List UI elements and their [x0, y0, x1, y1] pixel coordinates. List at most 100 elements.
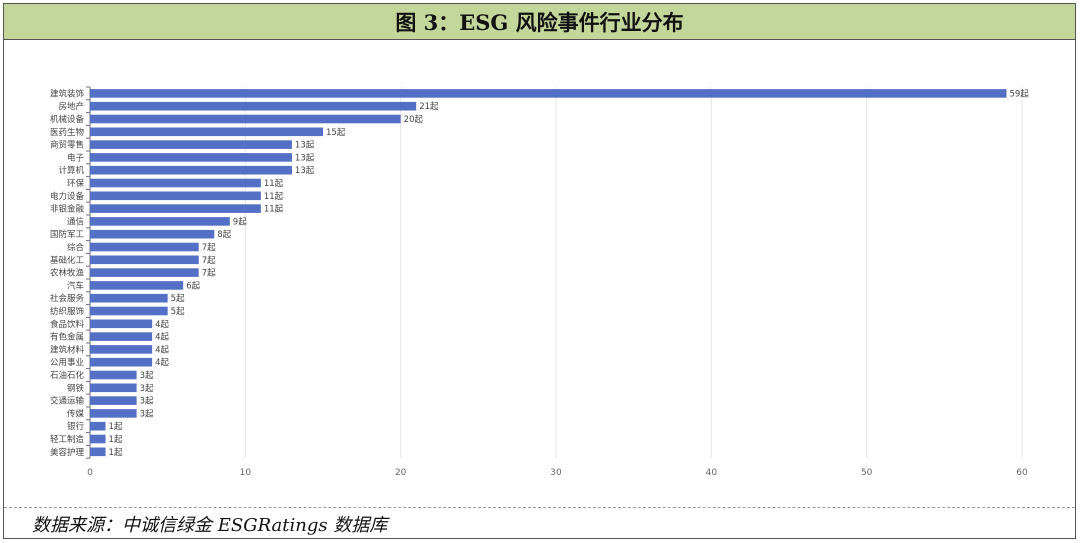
bar: [90, 153, 292, 162]
data-label: 15起: [326, 128, 346, 138]
figure-title-bar: 图 3：ESG 风险事件行业分布: [4, 4, 1075, 40]
figure-frame: 图 3：ESG 风险事件行业分布 0 10 20 30 40 50 60 建筑装饰 59起房地产…: [3, 3, 1076, 539]
data-label: 4起: [155, 358, 169, 368]
category-label: 电子: [67, 152, 85, 163]
data-label: 3起: [140, 384, 154, 394]
data-label: 4起: [155, 320, 169, 330]
data-label: 1起: [109, 435, 123, 445]
data-label: 13起: [295, 153, 315, 163]
category-label: 通信: [67, 216, 85, 227]
category-label: 环保: [67, 178, 85, 189]
category-label: 社会服务: [50, 293, 85, 304]
data-label: 4起: [155, 333, 169, 343]
category-label: 建筑材料: [50, 344, 85, 355]
x-tick-label: 0: [87, 468, 93, 478]
data-label: 20起: [404, 115, 424, 125]
bar: [90, 306, 168, 316]
data-label: 3起: [140, 371, 154, 381]
bar: [90, 370, 137, 380]
bar: [90, 178, 261, 188]
bar: [90, 127, 323, 137]
category-label: 交通运输: [50, 396, 85, 407]
category-label: 有色金属: [50, 332, 84, 343]
data-label: 4起: [155, 345, 169, 355]
category-label: 基础化工: [50, 255, 85, 266]
bar: [90, 255, 199, 265]
data-label: 5起: [171, 307, 185, 317]
data-label: 1起: [109, 448, 123, 458]
bar: [90, 140, 292, 149]
category-label: 轻工制造: [50, 434, 85, 445]
x-tick-label: 30: [550, 468, 562, 478]
category-label: 电力设备: [50, 191, 85, 202]
source-note: 数据来源：中诚信绿金 ESGRatings 数据库: [4, 507, 1075, 539]
x-tick-label: 40: [706, 468, 718, 478]
category-label: 农林牧渔: [50, 268, 85, 279]
category-label: 非银金融: [50, 204, 85, 215]
x-tick-label: 10: [240, 468, 252, 478]
data-label: 5起: [171, 294, 185, 304]
x-tick-label: 60: [1016, 468, 1028, 478]
bar: [90, 332, 153, 341]
data-label: 11起: [264, 179, 284, 189]
category-label: 美容护理: [50, 447, 85, 458]
bar: [90, 281, 184, 290]
category-label: 商贸零售: [50, 140, 84, 151]
bar: [90, 345, 153, 354]
bar: [90, 409, 137, 418]
category-label: 银行: [67, 421, 85, 432]
category-label: 房地产: [58, 101, 84, 112]
category-label: 综合: [67, 242, 85, 253]
category-label: 医药生物: [50, 127, 85, 138]
category-label: 汽车: [67, 280, 84, 291]
bar: [90, 217, 230, 226]
bar: [90, 89, 1007, 98]
bar: [90, 268, 199, 277]
bar: [90, 101, 417, 111]
data-label: 8起: [217, 230, 231, 240]
category-label: 计算机: [58, 165, 84, 176]
data-label: 11起: [264, 192, 284, 202]
data-label: 59起: [1009, 89, 1029, 99]
data-label: 3起: [140, 409, 154, 419]
bar: [90, 114, 401, 124]
data-label: 13起: [295, 141, 315, 151]
data-label: 21起: [419, 102, 439, 112]
data-label: 7起: [202, 269, 216, 279]
data-label: 11起: [264, 205, 284, 215]
category-label: 机械设备: [50, 114, 85, 125]
bar: [90, 293, 168, 303]
bar: [90, 396, 137, 405]
bar: [90, 165, 292, 175]
data-label: 3起: [140, 397, 154, 407]
bar: [90, 191, 261, 201]
category-label: 钢铁: [67, 383, 85, 394]
x-tick-label: 20: [395, 468, 407, 478]
bar: [90, 229, 215, 239]
category-label: 纺织服饰: [50, 306, 85, 317]
bar: [90, 383, 137, 393]
bar: [90, 319, 153, 329]
x-tick-label: 50: [861, 468, 873, 478]
bar: [90, 204, 261, 213]
bar: [90, 447, 106, 457]
data-label: 6起: [186, 281, 200, 291]
figure-title: 图 3：ESG 风险事件行业分布: [395, 9, 684, 35]
category-label: 公用事业: [50, 357, 84, 368]
data-label: 13起: [295, 166, 315, 176]
bar: [90, 434, 106, 444]
data-label: 9起: [233, 217, 247, 227]
category-label: 石油石化: [50, 370, 85, 381]
category-label: 传媒: [67, 408, 85, 419]
data-label: 1起: [109, 422, 123, 432]
category-label: 国防军工: [50, 229, 85, 240]
chart-area: 0 10 20 30 40 50 60 建筑装饰 59起房地产 21起机械设备 20起医药生物 15起…: [4, 42, 1075, 502]
source-text: 数据来源：中诚信绿金 ESGRatings 数据库: [32, 514, 388, 536]
data-label: 7起: [202, 256, 216, 266]
category-label: 建筑装饰: [50, 88, 85, 99]
data-label: 7起: [202, 243, 216, 253]
bar: [90, 242, 199, 252]
bar: [90, 357, 153, 367]
bar: [90, 421, 106, 431]
